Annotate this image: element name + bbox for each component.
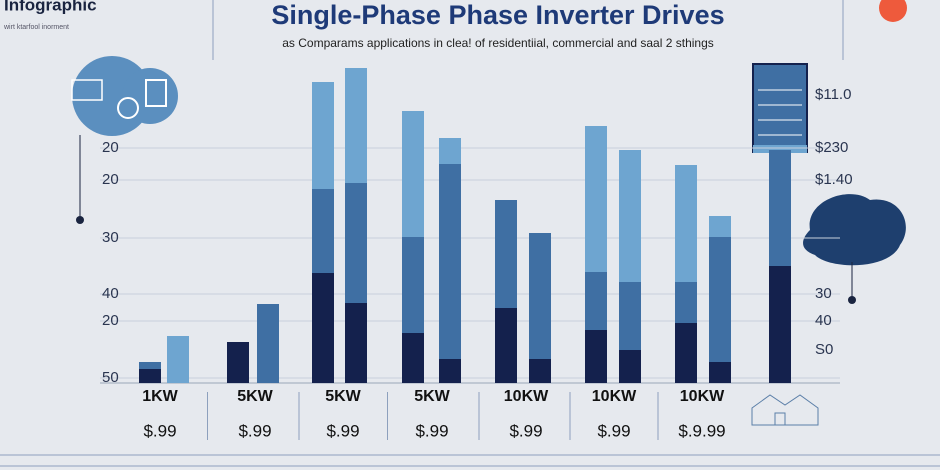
bar-segment bbox=[585, 330, 607, 383]
left-label: 50 bbox=[102, 369, 119, 386]
right-label: 30 bbox=[815, 285, 832, 302]
bar-segment bbox=[439, 359, 461, 383]
left-label: 20 bbox=[102, 171, 119, 188]
right-label: $1.40 bbox=[815, 171, 853, 188]
left-label: 20 bbox=[102, 139, 119, 156]
bar-segment bbox=[495, 308, 517, 383]
category-label: 1KW bbox=[142, 388, 178, 405]
chart-title: Single-Phase Phase Inverter Drives bbox=[271, 0, 724, 30]
right-label: S0 bbox=[815, 341, 833, 358]
category-label: 5KW bbox=[414, 388, 450, 405]
price-label: $.99 bbox=[597, 421, 630, 440]
bar-segment bbox=[675, 323, 697, 383]
bar-segment bbox=[439, 164, 461, 359]
price-label: $.99 bbox=[143, 421, 176, 440]
bar-segment bbox=[257, 304, 279, 383]
bar-segment bbox=[619, 350, 641, 383]
server-icon bbox=[752, 63, 808, 153]
device-icon bbox=[71, 56, 178, 136]
category-label: 5KW bbox=[325, 388, 361, 405]
left-label: 40 bbox=[102, 285, 119, 302]
bar-segment bbox=[619, 150, 641, 282]
bar-segment bbox=[345, 183, 367, 303]
bar-segment bbox=[769, 150, 791, 266]
left-label: 30 bbox=[102, 229, 119, 246]
bar-segment bbox=[312, 273, 334, 383]
bar-segment bbox=[345, 303, 367, 383]
bar-segment bbox=[312, 82, 334, 189]
bar-segment bbox=[402, 237, 424, 333]
bar-segment bbox=[139, 369, 161, 383]
bar-segment bbox=[675, 282, 697, 323]
right-label: 40 bbox=[815, 312, 832, 329]
bar-segment bbox=[709, 237, 731, 362]
bar-segment bbox=[312, 189, 334, 273]
category-label: 10KW bbox=[592, 388, 637, 405]
price-label: $.9.99 bbox=[678, 421, 725, 440]
bar-segment bbox=[529, 233, 551, 359]
brand-sub: wirt ktarfool inorment bbox=[3, 24, 69, 31]
bar-segment bbox=[585, 272, 607, 330]
category-label: 10KW bbox=[680, 388, 725, 405]
connector-dot bbox=[848, 296, 856, 304]
bar-segment bbox=[402, 111, 424, 237]
bar-segment bbox=[529, 359, 551, 383]
bar-segment bbox=[769, 266, 791, 383]
bar-segment bbox=[495, 200, 517, 308]
right-label: $230 bbox=[815, 139, 848, 156]
bar-segment bbox=[139, 362, 161, 369]
house-icon bbox=[751, 394, 819, 426]
bar-segment bbox=[227, 342, 249, 383]
price-label: $.99 bbox=[238, 421, 271, 440]
connector-dot bbox=[76, 216, 84, 224]
logo-icon bbox=[879, 0, 907, 22]
right-label: $11.0 bbox=[815, 86, 851, 103]
bar-segment bbox=[709, 216, 731, 237]
bar-segment bbox=[439, 138, 461, 164]
bar-segment bbox=[675, 165, 697, 282]
price-label: $.99 bbox=[326, 421, 359, 440]
bar-segment bbox=[585, 126, 607, 272]
bar-segment bbox=[619, 282, 641, 350]
cloud-shape bbox=[803, 194, 906, 266]
bar-segment bbox=[402, 333, 424, 383]
left-label: 20 bbox=[102, 312, 119, 329]
category-label: 5KW bbox=[237, 388, 273, 405]
price-label: $.99 bbox=[509, 421, 542, 440]
bar-segment bbox=[345, 68, 367, 183]
brand: Infographic bbox=[4, 0, 97, 14]
price-label: $.99 bbox=[415, 421, 448, 440]
bar-segment bbox=[167, 336, 189, 383]
subtitle: as Comparams applications in clea! of re… bbox=[282, 36, 714, 50]
category-label: 10KW bbox=[504, 388, 549, 405]
bar-segment bbox=[709, 362, 731, 383]
